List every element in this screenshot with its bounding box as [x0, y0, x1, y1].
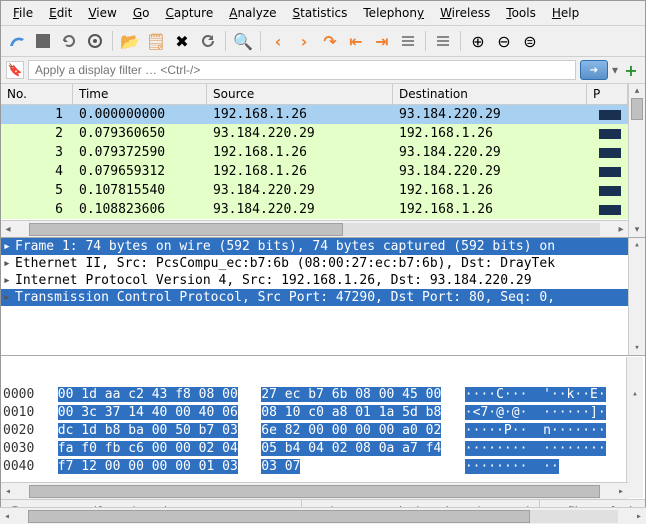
start-capture-icon[interactable] — [5, 29, 29, 53]
menu-view[interactable]: View — [80, 3, 124, 23]
bookmark-icon[interactable]: 🔖 — [6, 61, 24, 79]
menu-analyze[interactable]: Analyze — [221, 3, 284, 23]
menu-edit[interactable]: Edit — [41, 3, 80, 23]
details-ip-row[interactable]: ▸Internet Protocol Version 4, Src: 192.1… — [1, 272, 628, 289]
menu-go[interactable]: Go — [125, 3, 158, 23]
menu-telephony[interactable]: Telephony — [355, 3, 432, 23]
go-to-packet-icon[interactable]: ↷ — [318, 29, 342, 53]
zoom-reset-icon[interactable]: ⊜ — [518, 29, 542, 53]
packet-row[interactable]: 30.079372590192.168.1.2693.184.220.29 — [1, 143, 628, 162]
open-file-icon[interactable]: 📂 — [118, 29, 142, 53]
packet-row[interactable]: 40.079659312192.168.1.2693.184.220.29 — [1, 162, 628, 181]
column-header-no[interactable]: No. — [1, 84, 73, 104]
hex-line[interactable]: 0000 00 1d aa c2 43 f8 08 00 27 ec b7 6b… — [3, 387, 626, 405]
details-ethernet-row[interactable]: ▸Ethernet II, Src: PcsCompu_ec:b7:6b (08… — [1, 255, 628, 272]
go-forward-icon[interactable]: › — [292, 29, 316, 53]
packet-list-pane: No. Time Source Destination P 10.0000000… — [1, 84, 645, 238]
bytes-vscrollbar[interactable]: ▴▾ — [626, 357, 643, 498]
details-frame-row[interactable]: ▸Frame 1: 74 bytes on wire (592 bits), 7… — [1, 238, 628, 255]
column-header-destination[interactable]: Destination — [393, 84, 587, 104]
menu-file[interactable]: File — [5, 3, 41, 23]
packet-list-header: No. Time Source Destination P — [1, 84, 628, 105]
hex-line[interactable]: 0010 00 3c 37 14 40 00 40 06 08 10 c0 a8… — [3, 405, 626, 423]
add-filter-button[interactable]: + — [622, 61, 640, 80]
packet-bytes-pane: 0000 00 1d aa c2 43 f8 08 00 27 ec b7 6b… — [1, 356, 645, 499]
menu-bar: File Edit View Go Capture Analyze Statis… — [1, 1, 645, 26]
column-header-source[interactable]: Source — [207, 84, 393, 104]
packet-row[interactable]: 60.10882360693.184.220.29192.168.1.26 — [1, 200, 628, 219]
menu-tools[interactable]: Tools — [498, 3, 544, 23]
display-filter-input[interactable] — [28, 60, 576, 80]
stop-capture-icon[interactable] — [31, 29, 55, 53]
colorize-icon[interactable] — [431, 29, 455, 53]
column-header-proto[interactable]: P — [587, 84, 628, 104]
close-file-icon[interactable]: ✖ — [170, 29, 194, 53]
menu-capture[interactable]: Capture — [157, 3, 221, 23]
go-first-icon[interactable]: ⇤ — [344, 29, 368, 53]
menu-statistics[interactable]: Statistics — [285, 3, 356, 23]
auto-scroll-icon[interactable] — [396, 29, 420, 53]
packet-row[interactable]: 50.10781554093.184.220.29192.168.1.26 — [1, 181, 628, 200]
save-file-icon[interactable]: 🗒 — [144, 29, 168, 53]
hex-line[interactable]: 0030 fa f0 fb c6 00 00 02 04 05 b4 04 02… — [3, 441, 626, 459]
toolbar: 📂 🗒 ✖ 🔍 ‹ › ↷ ⇤ ⇥ ⊕ ⊖ ⊜ — [1, 26, 645, 57]
packet-list-vscrollbar[interactable]: ▴ ▾ — [628, 84, 645, 237]
column-header-time[interactable]: Time — [73, 84, 207, 104]
packet-list-body: 10.000000000192.168.1.2693.184.220.2920.… — [1, 105, 628, 220]
details-tcp-row[interactable]: ▸Transmission Control Protocol, Src Port… — [1, 289, 628, 306]
zoom-in-icon[interactable]: ⊕ — [466, 29, 490, 53]
hex-line[interactable]: 0020 dc 1d b8 ba 00 50 b7 03 6e 82 00 00… — [3, 423, 626, 441]
packet-list-hscrollbar[interactable]: ◂ ▸ — [1, 220, 628, 237]
menu-wireless[interactable]: Wireless — [432, 3, 498, 23]
restart-capture-icon[interactable] — [57, 29, 81, 53]
reload-file-icon[interactable] — [196, 29, 220, 53]
packet-details-pane: ▸Frame 1: 74 bytes on wire (592 bits), 7… — [1, 238, 645, 356]
capture-options-icon[interactable] — [83, 29, 107, 53]
hex-line[interactable]: 0040 f7 12 00 00 00 00 01 03 03 07 ·····… — [3, 459, 626, 477]
packet-row[interactable]: 10.000000000192.168.1.2693.184.220.29 — [1, 105, 628, 124]
packet-row[interactable]: 20.07936065093.184.220.29192.168.1.26 — [1, 124, 628, 143]
dropdown-arrow-icon[interactable]: ▾ — [612, 63, 618, 77]
go-back-icon[interactable]: ‹ — [266, 29, 290, 53]
expression-button[interactable]: ➔ — [580, 60, 608, 80]
menu-help[interactable]: Help — [544, 3, 587, 23]
details-vscrollbar[interactable]: ▴▾ — [628, 238, 645, 355]
zoom-out-icon[interactable]: ⊖ — [492, 29, 516, 53]
display-filter-bar: 🔖 ➔ ▾ + — [1, 57, 645, 84]
find-packet-icon[interactable]: 🔍 — [231, 29, 255, 53]
info-stripe-column — [592, 105, 628, 220]
go-last-icon[interactable]: ⇥ — [370, 29, 394, 53]
bytes-hscrollbar[interactable]: ◂ ▸ — [1, 482, 628, 499]
